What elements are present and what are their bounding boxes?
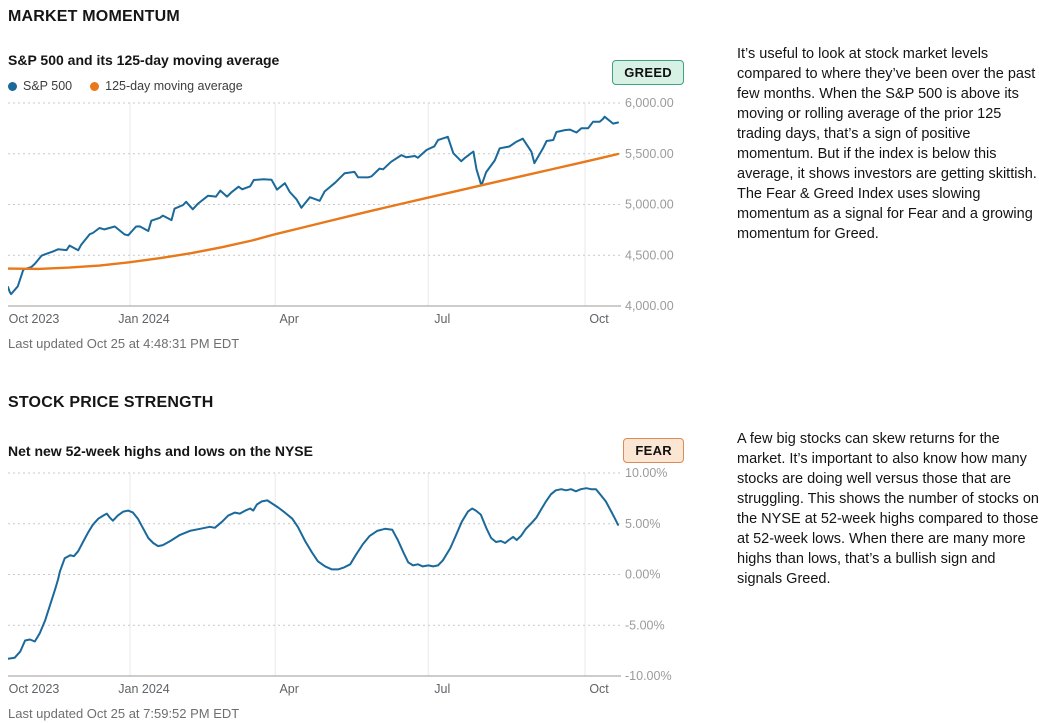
svg-text:0.00%: 0.00% bbox=[625, 568, 660, 582]
svg-text:Jan 2024: Jan 2024 bbox=[118, 312, 169, 326]
chart-header: S&P 500 and its 125-day moving average S… bbox=[8, 52, 684, 93]
strength-description: A few big stocks can skew returns for th… bbox=[737, 431, 1039, 587]
legend-label: 125-day moving average bbox=[105, 79, 243, 93]
svg-text:Oct 2023: Oct 2023 bbox=[9, 312, 60, 326]
svg-text:Jul: Jul bbox=[434, 312, 450, 326]
svg-text:4,500.00: 4,500.00 bbox=[625, 248, 674, 262]
legend-item-sp500: S&P 500 bbox=[8, 79, 72, 93]
svg-text:5,500.00: 5,500.00 bbox=[625, 147, 674, 161]
fear-status-badge: FEAR bbox=[623, 438, 684, 463]
chart-subtitle: S&P 500 and its 125-day moving average bbox=[8, 52, 280, 68]
descriptions-column: It’s useful to look at stock market leve… bbox=[737, 8, 1039, 721]
chart-header: Net new 52-week highs and lows on the NY… bbox=[8, 438, 684, 463]
sp500-dot-icon bbox=[8, 81, 17, 91]
svg-text:4,000.00: 4,000.00 bbox=[625, 299, 674, 313]
svg-text:5,000.00: 5,000.00 bbox=[625, 198, 674, 212]
svg-text:Apr: Apr bbox=[279, 312, 298, 326]
svg-text:6,000.00: 6,000.00 bbox=[625, 97, 674, 110]
svg-text:Oct 2023: Oct 2023 bbox=[9, 682, 60, 696]
svg-text:Jan 2024: Jan 2024 bbox=[118, 682, 169, 696]
section-title-market-momentum: MARKET MOMENTUM bbox=[8, 8, 180, 25]
stock-price-strength-section: STOCK PRICE STRENGTH Net new 52-week hig… bbox=[8, 394, 700, 721]
strength-chart: 10.00% 5.00% 0.00% -5.00% -10.00% Oct 2023 Jan… bbox=[8, 467, 672, 696]
chart-legend: S&P 500 125-day moving average bbox=[8, 79, 279, 93]
legend-label: S&P 500 bbox=[23, 79, 73, 93]
chart-title-block: S&P 500 and its 125-day moving average S… bbox=[8, 52, 279, 93]
charts-column: MARKET MOMENTUM S&P 500 and its 125-day … bbox=[8, 8, 700, 721]
section-title-stock-price-strength: STOCK PRICE STRENGTH bbox=[8, 394, 214, 411]
market-momentum-section: MARKET MOMENTUM S&P 500 and its 125-day … bbox=[8, 8, 700, 351]
svg-text:10.00%: 10.00% bbox=[625, 467, 667, 480]
chart-subtitle: Net new 52-week highs and lows on the NY… bbox=[8, 442, 313, 459]
greed-status-badge: GREED bbox=[612, 60, 684, 85]
svg-text:Jul: Jul bbox=[434, 682, 450, 696]
moving-average-dot-icon bbox=[90, 81, 100, 91]
chart-title-block: Net new 52-week highs and lows on the NY… bbox=[8, 443, 313, 459]
svg-text:Apr: Apr bbox=[279, 682, 298, 696]
last-updated-text: Last updated Oct 25 at 7:59:52 PM EDT bbox=[8, 706, 240, 721]
momentum-chart: 6,000.00 5,500.00 5,000.00 4,500.00 4,000.00… bbox=[8, 97, 674, 326]
svg-text:5.00%: 5.00% bbox=[625, 517, 660, 531]
legend-item-moving-average: 125-day moving average bbox=[90, 79, 243, 93]
svg-text:Oct: Oct bbox=[589, 312, 609, 326]
last-updated-text: Last updated Oct 25 at 4:48:31 PM EDT bbox=[8, 336, 240, 351]
svg-text:-10.00%: -10.00% bbox=[625, 669, 672, 683]
svg-text:Oct: Oct bbox=[589, 682, 609, 696]
svg-text:-5.00%: -5.00% bbox=[625, 618, 665, 632]
momentum-description: It’s useful to look at stock market leve… bbox=[737, 46, 1037, 242]
